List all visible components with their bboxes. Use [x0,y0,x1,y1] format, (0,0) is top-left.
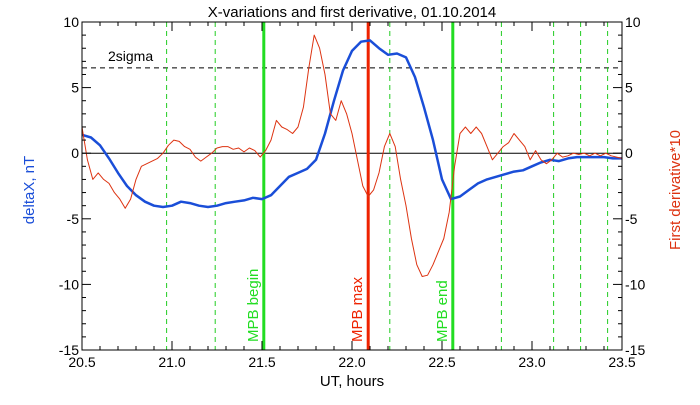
x-tick-label-6: 23.5 [608,354,635,370]
y-tick-label-left-0: -15 [59,342,79,358]
threshold-label: 2sigma [108,48,153,64]
x-tick-label-5: 23.0 [518,354,545,370]
x-tick-label-0: 20.5 [68,354,95,370]
y-tick-label-right-2: -5 [625,211,638,227]
y-tick-label-right-0: -15 [625,342,645,358]
x-tick-label-2: 21.5 [248,354,275,370]
series-line-0 [81,39,622,209]
y-tick-label-left-5: 10 [63,14,79,30]
y-tick-label-left-3: 0 [71,145,79,161]
y-tick-label-left-2: -5 [67,211,80,227]
y-tick-label-right-1: -10 [625,276,645,292]
x-tick-label-1: 21.0 [158,354,185,370]
y-tick-label-right-4: 5 [625,80,633,96]
series-line-1 [81,34,623,277]
y-axis-label-right: First derivative*10 [667,130,684,250]
x-axis-label: UT, hours [320,373,384,390]
y-tick-label-right-3: 0 [625,145,633,161]
marker-label-0: MPB begin [245,269,262,342]
x-tick-label-3: 22.0 [338,354,365,370]
y-axis-label-left: deltaX, nT [21,156,38,224]
chart-title: X-variations and first derivative, 01.10… [208,4,497,21]
y-tick-label-left-4: 5 [71,80,79,96]
y-tick-label-left-1: -10 [59,276,79,292]
x-tick-label-4: 22.5 [428,354,455,370]
marker-label-2: MPB end [434,280,451,342]
marker-label-1: MPB max [349,276,366,342]
y-tick-label-right-5: 10 [625,14,641,30]
